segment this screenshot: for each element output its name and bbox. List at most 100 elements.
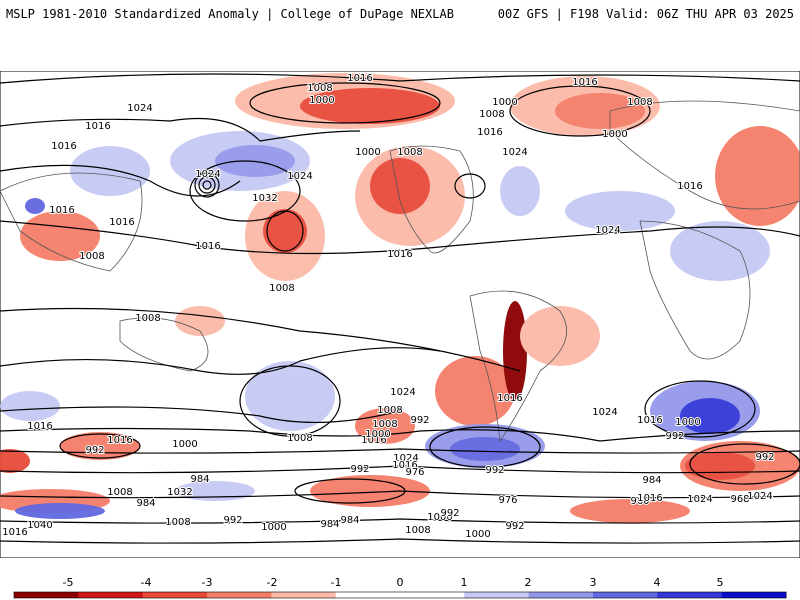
colorbar-segment xyxy=(335,592,401,598)
isobar-label: 1016 xyxy=(361,435,386,446)
isobar-label: 1016 xyxy=(107,435,132,446)
isobar-label: 960 xyxy=(630,496,649,507)
isobar-label: 992 xyxy=(85,445,104,456)
isobar-label: 1016 xyxy=(195,241,220,252)
isobar-label: 992 xyxy=(755,452,774,463)
isobar-label: 1024 xyxy=(502,147,527,158)
isobar-label: 1040 xyxy=(27,520,52,531)
isobar-label: 1008 xyxy=(287,433,312,444)
isobar-label: 992 xyxy=(665,431,684,442)
isobar-label: 1016 xyxy=(572,77,597,88)
isobar-label: 1024 xyxy=(747,491,772,502)
colorbar-segment xyxy=(400,592,465,598)
isobar-label: 1000 xyxy=(427,512,452,523)
colorbar-segment xyxy=(142,592,208,598)
isobar-label: 992 xyxy=(350,464,369,475)
isobar-label: 1024 xyxy=(390,387,415,398)
isobar-label: 1032 xyxy=(167,487,192,498)
positive-anomaly-shading xyxy=(0,131,770,519)
isobar-label: 1008 xyxy=(479,109,504,120)
colorbar-tick-label: 2 xyxy=(525,576,532,589)
isobar-label: 1000 xyxy=(309,95,334,106)
isobar-label: 1008 xyxy=(135,313,160,324)
coastlines xyxy=(0,100,800,443)
colorbar-tick-label: 3 xyxy=(590,576,597,589)
isobar-label: 1008 xyxy=(107,487,132,498)
colorbar-tick-label: -3 xyxy=(202,576,213,589)
colorbar-tick-label: 5 xyxy=(717,576,724,589)
isobar-label: 1016 xyxy=(2,527,27,538)
colorbar-segment xyxy=(593,592,658,598)
isobar-label: 992 xyxy=(223,515,242,526)
isobar-label: 1000 xyxy=(492,97,517,108)
isobars xyxy=(0,73,800,544)
isobar-label: 1000 xyxy=(675,417,700,428)
isobar-label: 1016 xyxy=(51,141,76,152)
isobar-label: 1000 xyxy=(261,522,286,533)
colorbar-segment xyxy=(721,592,787,598)
isobar-label: 976 xyxy=(405,467,424,478)
colorbar-tick-label: -5 xyxy=(63,576,74,589)
isobar-label: 1008 xyxy=(372,419,397,430)
isobar-label: 1024 xyxy=(195,169,220,180)
colorbar-tick-label: -1 xyxy=(331,576,342,589)
colorbar-tick-label: -2 xyxy=(267,576,278,589)
colorbar-tick-label: 0 xyxy=(397,576,404,589)
map-title: MSLP 1981-2010 Standardized Anomaly | Co… xyxy=(6,7,454,21)
colorbar-segment xyxy=(14,592,79,598)
header: MSLP 1981-2010 Standardized Anomaly | Co… xyxy=(0,0,800,28)
colorbar-tick-label: 1 xyxy=(461,576,468,589)
isobar-label: 1016 xyxy=(392,460,417,471)
isobar-label: 992 xyxy=(485,465,504,476)
isobar-label: 1000 xyxy=(355,147,380,158)
colorbar-tick-label: 4 xyxy=(654,576,661,589)
isobar-label: 1008 xyxy=(397,147,422,158)
colorbar-segments xyxy=(13,591,787,599)
isobar-label: 1016 xyxy=(347,73,372,84)
contour-labels: 1016100810001016100810001024101610081000… xyxy=(1,72,775,541)
isobar-label: 1016 xyxy=(49,205,74,216)
colorbar-segment xyxy=(271,592,337,598)
isobar-label: 1024 xyxy=(687,494,712,505)
colorbar-segment xyxy=(657,592,723,598)
isobar-label: 1016 xyxy=(677,181,702,192)
isobar-label: 1016 xyxy=(637,415,662,426)
run-info: 00Z GFS | F198 Valid: 06Z THU APR 03 202… xyxy=(497,7,794,21)
isobar-label: 1024 xyxy=(595,225,620,236)
isobar-label: 984 xyxy=(320,519,339,530)
isobar-label: 1008 xyxy=(627,97,652,108)
colorbar-segment xyxy=(528,592,594,598)
isobar-label: 1008 xyxy=(165,517,190,528)
colorbar-segment xyxy=(207,592,272,598)
colorbar-outline xyxy=(13,591,787,599)
isobar-label: 984 xyxy=(136,498,155,509)
isobar-label: 1024 xyxy=(127,103,152,114)
isobar-label: 1024 xyxy=(393,453,418,464)
isobar-label: 1016 xyxy=(85,121,110,132)
isobar-label: 1016 xyxy=(637,493,662,504)
isobar-label: 1000 xyxy=(365,429,390,440)
isobar-label: 1024 xyxy=(287,171,312,182)
isobar-label: 1016 xyxy=(477,127,502,138)
colorbar-tick-label: -4 xyxy=(141,576,152,589)
isobar-label: 1016 xyxy=(387,249,412,260)
isobar-label: 1008 xyxy=(307,83,332,94)
isobar-label: 1032 xyxy=(252,193,277,204)
mslp-anomaly-map: 1016100810001016100810001024101610081000… xyxy=(0,71,800,558)
isobar-label: 984 xyxy=(642,475,661,486)
isobar-label: 1000 xyxy=(172,439,197,450)
isobar-label: 992 xyxy=(410,415,429,426)
isobar-label: 1016 xyxy=(109,217,134,228)
isobar-label: 984 xyxy=(190,474,209,485)
isobar-label: 976 xyxy=(498,495,517,506)
isobar-label: 1016 xyxy=(27,421,52,432)
colorbar-segment xyxy=(78,592,144,598)
isobar-label: 1016 xyxy=(497,393,522,404)
isobar-label: 1024 xyxy=(592,407,617,418)
isobar-label: 992 xyxy=(505,521,524,532)
isobar-label: 984 xyxy=(340,515,359,526)
isobar-label: 1000 xyxy=(465,529,490,540)
isobar-label: 1008 xyxy=(377,405,402,416)
isobar-label: 1000 xyxy=(602,129,627,140)
isobar-label: 968 xyxy=(730,494,749,505)
